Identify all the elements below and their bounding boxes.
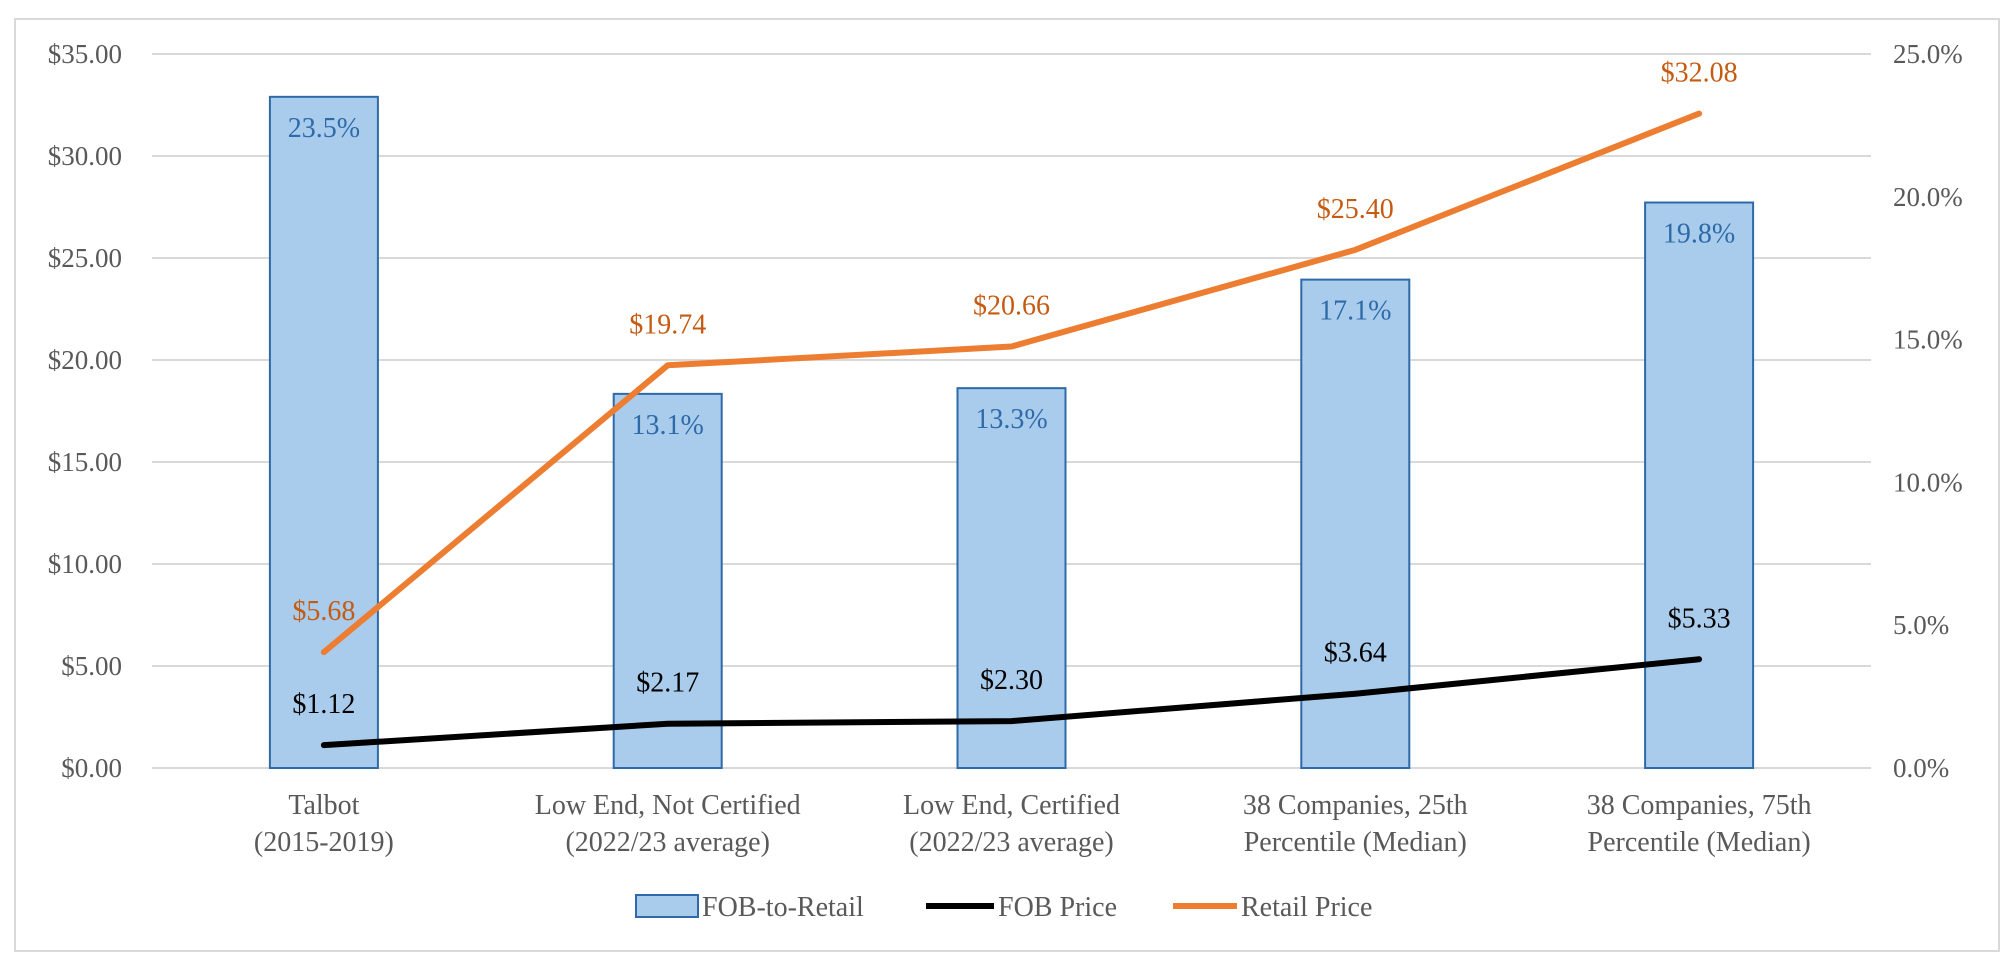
left-tick-label: $30.00 [48,141,122,171]
category-label: Percentile (Median) [1244,827,1467,858]
fob-price-data-label: $2.17 [636,668,699,699]
category-label: Percentile (Median) [1588,827,1811,858]
bar [268,95,379,769]
bar [956,387,1067,769]
bar-data-label: 23.5% [288,113,360,144]
bar-data-label: 13.1% [632,410,704,441]
right-tick-label: 25.0% [1893,39,1963,69]
category-label: (2022/23 average) [909,827,1113,858]
fob-price-data-label: $1.12 [292,689,355,720]
category-label: Low End, Not Certified [535,790,801,821]
retail-price-line [320,110,1703,656]
right-tick-label: 15.0% [1893,325,1963,355]
retail-price-data-label: $5.68 [292,596,355,627]
left-tick-label: $15.00 [48,447,122,477]
bar [612,392,723,769]
category-label: Talbot [288,790,359,821]
left-tick-label: $35.00 [48,39,122,69]
bar [1300,278,1411,769]
legend: FOB-to-Retail FOB Price Retail Price [635,892,1372,923]
bar-data-label: 13.3% [975,404,1047,435]
fob-price-data-label: $5.33 [1668,603,1731,634]
lines [320,110,1703,749]
right-tick-label: 0.0% [1893,753,1949,783]
legend-label: FOB-to-Retail [702,892,864,923]
retail-price-data-label: $25.40 [1317,194,1394,225]
data-labels: 23.5% 13.1% 13.3% 17.1% 19.8% $1.12 $2.17 $2.30… [288,58,1738,721]
right-tick-label: 10.0% [1893,467,1963,497]
category-label: (2022/23 average) [565,827,769,858]
bar-data-label: 17.1% [1319,296,1391,327]
fob-price-data-label: $2.30 [980,665,1043,696]
retail-price-data-label: $20.66 [973,291,1050,322]
retail-price-data-label: $32.08 [1661,58,1738,89]
category-axis: Talbot (2015-2019) Low End, Not Certified (… [254,790,1812,858]
left-tick-label: $20.00 [48,345,122,375]
fob-price-line [320,656,1703,749]
legend-swatch-bar [635,894,699,918]
right-tick-label: 5.0% [1893,610,1949,640]
right-axis: 0.0% 5.0% 10.0% 15.0% 20.0% 25.0% [1893,39,1963,783]
bars [268,95,1755,769]
left-tick-label: $0.00 [61,753,122,783]
right-tick-label: 20.0% [1893,182,1963,212]
category-label: Low End, Certified [903,790,1120,821]
category-label: 38 Companies, 75th [1587,790,1812,821]
bar-data-label: 19.8% [1663,219,1735,250]
left-axis: $0.00 $5.00 $10.00 $15.00 $20.00 $25.00 $30.00… [48,39,122,783]
retail-price-data-label: $19.74 [629,309,706,340]
legend-label: FOB Price [998,892,1117,923]
left-tick-label: $10.00 [48,549,122,579]
left-tick-label: $25.00 [48,243,122,273]
category-label: (2015-2019) [254,827,394,858]
bar [1644,201,1755,769]
category-label: 38 Companies, 25th [1243,790,1468,821]
left-tick-label: $5.00 [61,651,122,681]
legend-label: Retail Price [1241,892,1372,923]
fob-price-data-label: $3.64 [1324,638,1387,669]
